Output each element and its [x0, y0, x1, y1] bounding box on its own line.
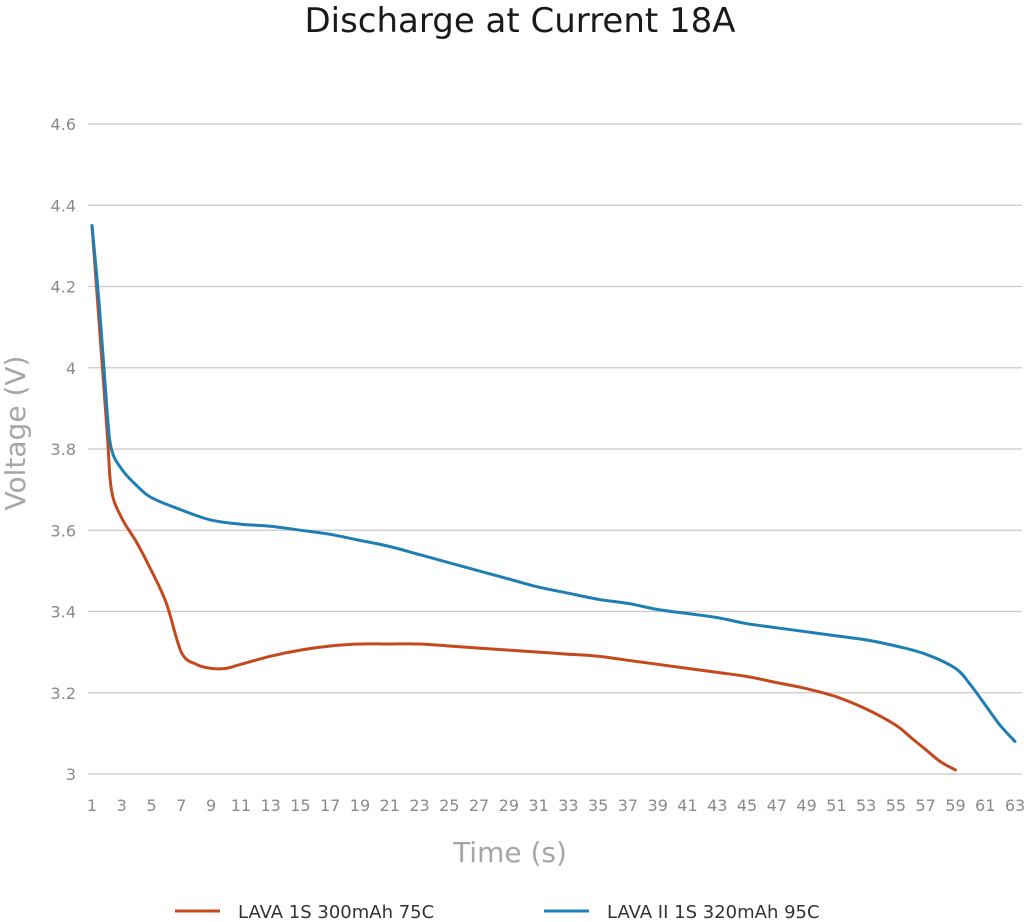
y-tick-label: 4: [66, 359, 76, 378]
legend-label-series-2: LAVA II 1S 320mAh 95C: [607, 902, 820, 922]
legend-label-series-1: LAVA 1S 300mAh 75C: [238, 902, 434, 922]
x-tick-label: 55: [886, 796, 906, 815]
x-tick-label: 25: [439, 796, 459, 815]
x-tick-label: 53: [856, 796, 876, 815]
y-tick-label: 3.8: [51, 440, 76, 459]
x-tick-label: 49: [796, 796, 816, 815]
x-tick-label: 45: [737, 796, 757, 815]
y-tick-label: 3.2: [51, 684, 76, 703]
x-tick-label: 17: [320, 796, 340, 815]
y-tick-label: 3: [66, 765, 76, 784]
x-tick-labels: 1 3 5 7 9 11 13 15 17 19 21 23 25 27 29 31 33 35 37 39 41 43 4…: [87, 796, 1024, 815]
series-lines: [90, 224, 1017, 772]
x-tick-label: 13: [260, 796, 280, 815]
x-tick-label: 35: [588, 796, 608, 815]
x-tick-label: 33: [558, 796, 578, 815]
x-tick-label: 43: [707, 796, 727, 815]
x-tick-label: 1: [87, 796, 97, 815]
x-tick-label: 31: [528, 796, 548, 815]
x-tick-label: 23: [409, 796, 429, 815]
x-tick-label: 39: [648, 796, 668, 815]
x-tick-label: 19: [350, 796, 370, 815]
x-axis-label: Time (s): [452, 836, 567, 869]
series-line-1: [90, 224, 957, 772]
x-tick-label: 21: [380, 796, 400, 815]
y-tick-label: 4.2: [51, 278, 76, 297]
x-tick-label: 7: [176, 796, 186, 815]
x-tick-label: 5: [146, 796, 156, 815]
y-tick-labels: 3 3.2 3.4 3.6 3.8 4 4.2 4.4 4.6: [51, 115, 76, 784]
legend: LAVA 1S 300mAh 75C LAVA II 1S 320mAh 95C: [175, 902, 820, 922]
x-tick-label: 59: [945, 796, 965, 815]
x-tick-label: 57: [915, 796, 935, 815]
y-tick-label: 3.6: [51, 521, 76, 540]
x-tick-label: 27: [469, 796, 489, 815]
x-tick-label: 63: [1005, 796, 1024, 815]
grid-lines: [88, 123, 1022, 775]
y-axis-label: Voltage (V): [0, 356, 32, 511]
x-tick-label: 15: [290, 796, 310, 815]
x-tick-label: 37: [618, 796, 638, 815]
x-tick-label: 3: [117, 796, 127, 815]
x-tick-label: 11: [231, 796, 251, 815]
x-tick-label: 9: [206, 796, 216, 815]
chart-title: Discharge at Current 18A: [304, 1, 735, 41]
y-tick-label: 4.4: [51, 196, 76, 215]
y-tick-label: 3.4: [51, 603, 76, 622]
y-tick-label: 4.6: [51, 115, 76, 134]
x-tick-label: 29: [499, 796, 519, 815]
x-tick-label: 41: [677, 796, 697, 815]
series-line-2: [90, 224, 1017, 743]
x-tick-label: 47: [767, 796, 787, 815]
x-tick-label: 51: [826, 796, 846, 815]
x-tick-label: 61: [975, 796, 995, 815]
